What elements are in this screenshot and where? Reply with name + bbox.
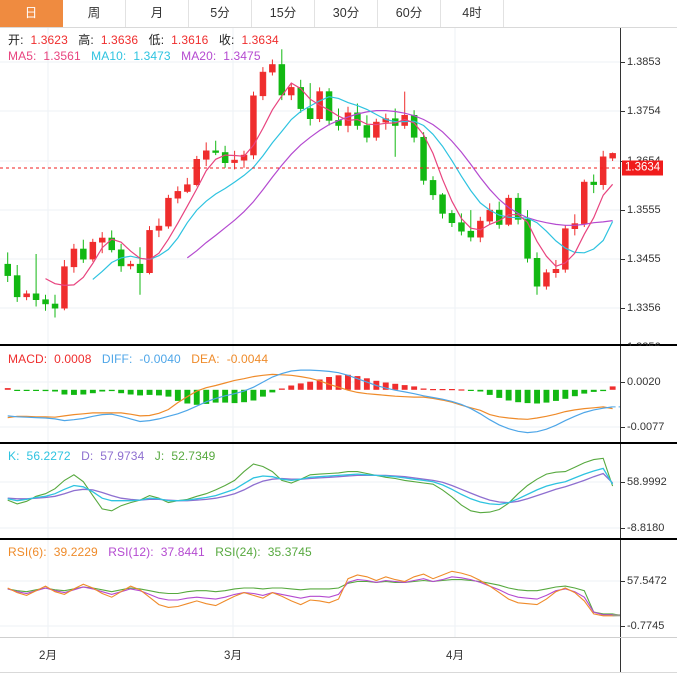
date-axis-corner bbox=[620, 638, 677, 672]
macd-legend: MACD: 0.0008 DIFF: -0.0040 DEA: -0.0044 bbox=[8, 352, 275, 366]
kdj-tick: -8.8180 bbox=[620, 522, 665, 534]
open-value: 1.3623 bbox=[30, 33, 68, 47]
low-value: 1.3616 bbox=[171, 33, 209, 47]
j-value: 52.7349 bbox=[171, 449, 216, 463]
high-label: 高: bbox=[78, 33, 94, 47]
price-plot-area[interactable] bbox=[0, 28, 620, 344]
macd-tick: 0.0020 bbox=[621, 376, 661, 388]
rsi-plot-area[interactable] bbox=[0, 540, 620, 637]
ma20-value: 1.3475 bbox=[223, 49, 261, 63]
macd-panel: 0.0020 -0.0077 bbox=[0, 346, 677, 444]
macd-plot-area[interactable] bbox=[0, 346, 620, 442]
diff-label: DIFF: bbox=[101, 352, 133, 366]
rsi-tick: 57.5472 bbox=[621, 575, 667, 587]
ma10-value: 1.3473 bbox=[133, 49, 171, 63]
d-label: D: bbox=[81, 449, 94, 463]
open-label: 开: bbox=[8, 33, 24, 47]
close-label: 收: bbox=[218, 33, 235, 47]
dea-value: -0.0044 bbox=[226, 352, 269, 366]
rsi6-label: RSI(6): bbox=[8, 545, 47, 559]
rsi12-value: 37.8441 bbox=[160, 545, 205, 559]
price-tick: 1.3356 bbox=[621, 302, 661, 314]
price-tick: 1.3555 bbox=[621, 204, 661, 216]
timeframe-tabbar: 日周月 5分 15分 30分 60分 4时 bbox=[0, 0, 677, 28]
tab-5分[interactable]: 5分 bbox=[189, 0, 252, 27]
rsi-legend: RSI(6): 39.2229 RSI(12): 37.8441 RSI(24): 3… bbox=[8, 545, 319, 559]
tab-15分[interactable]: 15分 bbox=[252, 0, 315, 27]
ma5-value: 1.3561 bbox=[43, 49, 81, 63]
j-label: J: bbox=[154, 449, 165, 463]
dea-label: DEA: bbox=[191, 352, 220, 366]
rsi6-value: 39.2229 bbox=[53, 545, 98, 559]
k-value: 56.2272 bbox=[26, 449, 71, 463]
price-axis: 1.38531.37541.36541.35551.34551.33561.32… bbox=[620, 28, 677, 353]
macd-label: MACD: bbox=[8, 352, 48, 366]
price-tick: 1.3754 bbox=[621, 105, 661, 117]
price-tick: 1.3455 bbox=[621, 253, 661, 265]
ma-legend: MA5: 1.3561 MA10: 1.3473 MA20: 1.3475 bbox=[8, 49, 268, 63]
tab-4时[interactable]: 4时 bbox=[441, 0, 504, 27]
ma20-label: MA20: bbox=[181, 49, 217, 63]
macd-tick: -0.0077 bbox=[620, 421, 665, 433]
tabbar-filler bbox=[504, 0, 677, 27]
ma10-label: MA10: bbox=[91, 49, 127, 63]
tab-周[interactable]: 周 bbox=[63, 0, 126, 27]
kdj-axis: 58.9992 -8.8180 bbox=[620, 444, 677, 538]
d-value: 57.9734 bbox=[100, 449, 145, 463]
rsi-panel: 57.5472 -0.7745 bbox=[0, 540, 677, 638]
k-label: K: bbox=[8, 449, 20, 463]
macd-axis: 0.0020 -0.0077 bbox=[620, 346, 677, 442]
rsi-tick: -0.7745 bbox=[620, 620, 665, 632]
date-tick: 2月 bbox=[39, 650, 57, 662]
high-value: 1.3636 bbox=[100, 33, 139, 47]
date-axis: 2月 3月 4月 bbox=[0, 638, 677, 673]
date-ticks: 2月 3月 4月 bbox=[0, 638, 620, 672]
tab-60分[interactable]: 60分 bbox=[378, 0, 441, 27]
kdj-tick: 58.9992 bbox=[621, 476, 667, 488]
tab-30分[interactable]: 30分 bbox=[315, 0, 378, 27]
tab-日[interactable]: 日 bbox=[0, 0, 63, 27]
price-tick: 1.3853 bbox=[621, 56, 661, 68]
close-value: 1.3634 bbox=[241, 33, 279, 47]
kdj-legend: K: 56.2272 D: 57.9734 J: 52.7349 bbox=[8, 449, 222, 463]
current-price-badge: 1.3634 bbox=[622, 160, 664, 176]
rsi12-label: RSI(12): bbox=[108, 545, 154, 559]
rsi-axis: 57.5472 -0.7745 bbox=[620, 540, 677, 637]
tab-月[interactable]: 月 bbox=[126, 0, 189, 27]
date-tick: 3月 bbox=[224, 650, 242, 662]
kdj-plot-area[interactable] bbox=[0, 444, 620, 538]
kdj-panel: 58.9992 -8.8180 bbox=[0, 444, 677, 540]
price-panel: 1.38531.37541.36541.35551.34551.33561.32… bbox=[0, 28, 677, 353]
ohlc-legend: 开: 1.3623 高: 1.3636 低: 1.3616 收: 1.3634 bbox=[8, 31, 286, 48]
rsi24-value: 35.3745 bbox=[267, 545, 312, 559]
ma5-label: MA5: bbox=[8, 49, 37, 63]
diff-value: -0.0040 bbox=[139, 352, 181, 366]
low-label: 低: bbox=[148, 33, 165, 47]
rsi24-label: RSI(24): bbox=[215, 545, 261, 559]
macd-value: 0.0008 bbox=[54, 352, 92, 366]
date-tick: 4月 bbox=[446, 650, 464, 662]
